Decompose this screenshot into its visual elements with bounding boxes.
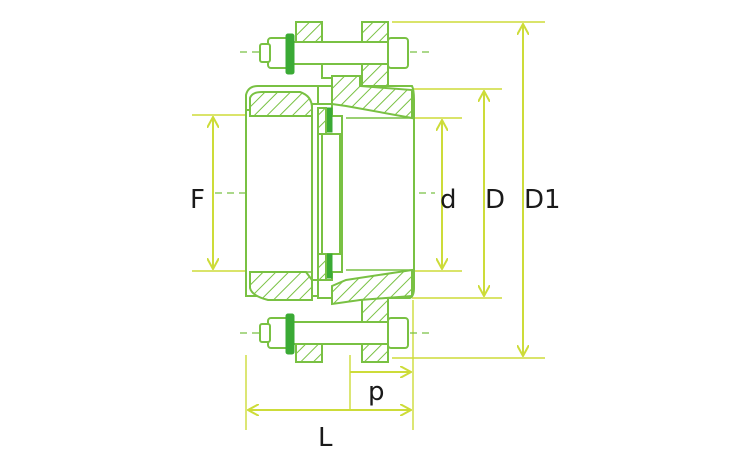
dimension-D: D — [484, 91, 505, 296]
coupling-body — [245, 75, 415, 306]
top-bolt-assembly — [240, 21, 432, 89]
label-d: d — [440, 185, 457, 215]
label-F: F — [190, 185, 205, 215]
dimension-d: d — [440, 120, 457, 269]
dimension-L: L — [248, 410, 411, 453]
extension-lines — [192, 21, 545, 430]
bottom-bolt-assembly — [240, 297, 432, 363]
dimension-F: F — [190, 117, 213, 269]
dimension-p: p — [350, 372, 411, 407]
label-L: L — [318, 423, 333, 453]
label-D1: D1 — [524, 185, 561, 215]
label-D: D — [485, 185, 505, 215]
label-p: p — [368, 377, 385, 407]
dimension-D1: D1 — [523, 24, 561, 356]
